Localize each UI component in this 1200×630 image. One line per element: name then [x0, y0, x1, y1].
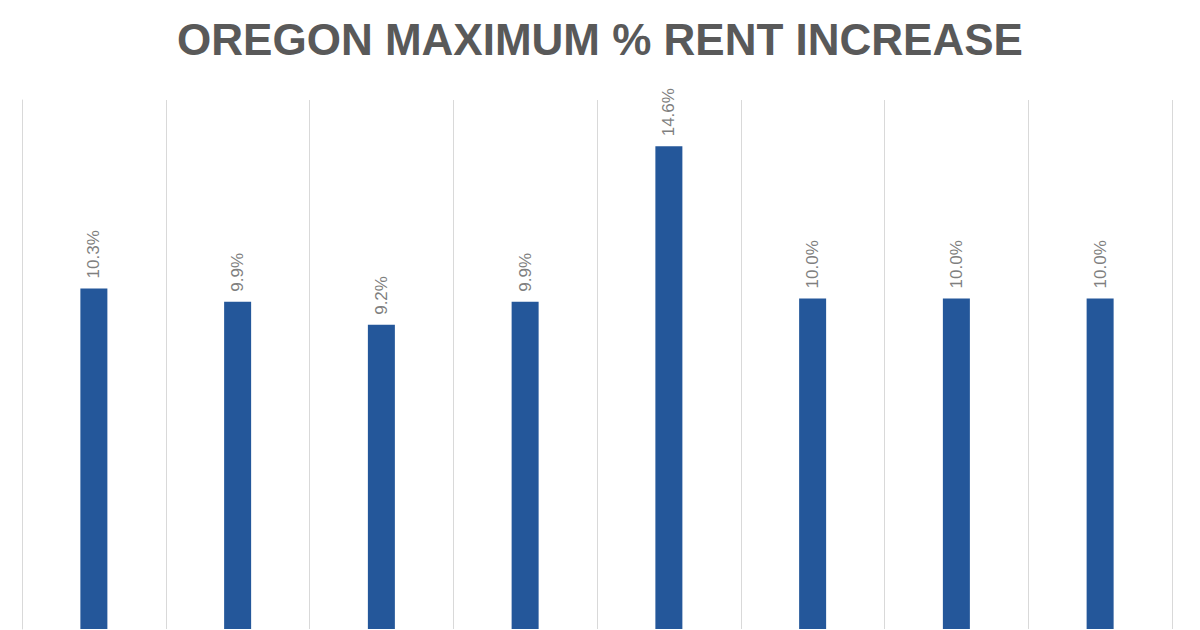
svg-text:OREGON MAXIMUM % RENT INCREASE: OREGON MAXIMUM % RENT INCREASE — [177, 15, 1023, 64]
svg-text:9.9%: 9.9% — [228, 253, 247, 292]
svg-text:10.0%: 10.0% — [803, 240, 822, 288]
svg-text:10.3%: 10.3% — [84, 230, 103, 278]
svg-text:10.0%: 10.0% — [947, 240, 966, 288]
svg-text:10.0%: 10.0% — [1091, 240, 1110, 288]
svg-text:9.2%: 9.2% — [372, 276, 391, 315]
svg-text:14.6%: 14.6% — [659, 88, 678, 136]
svg-text:9.9%: 9.9% — [516, 253, 535, 292]
